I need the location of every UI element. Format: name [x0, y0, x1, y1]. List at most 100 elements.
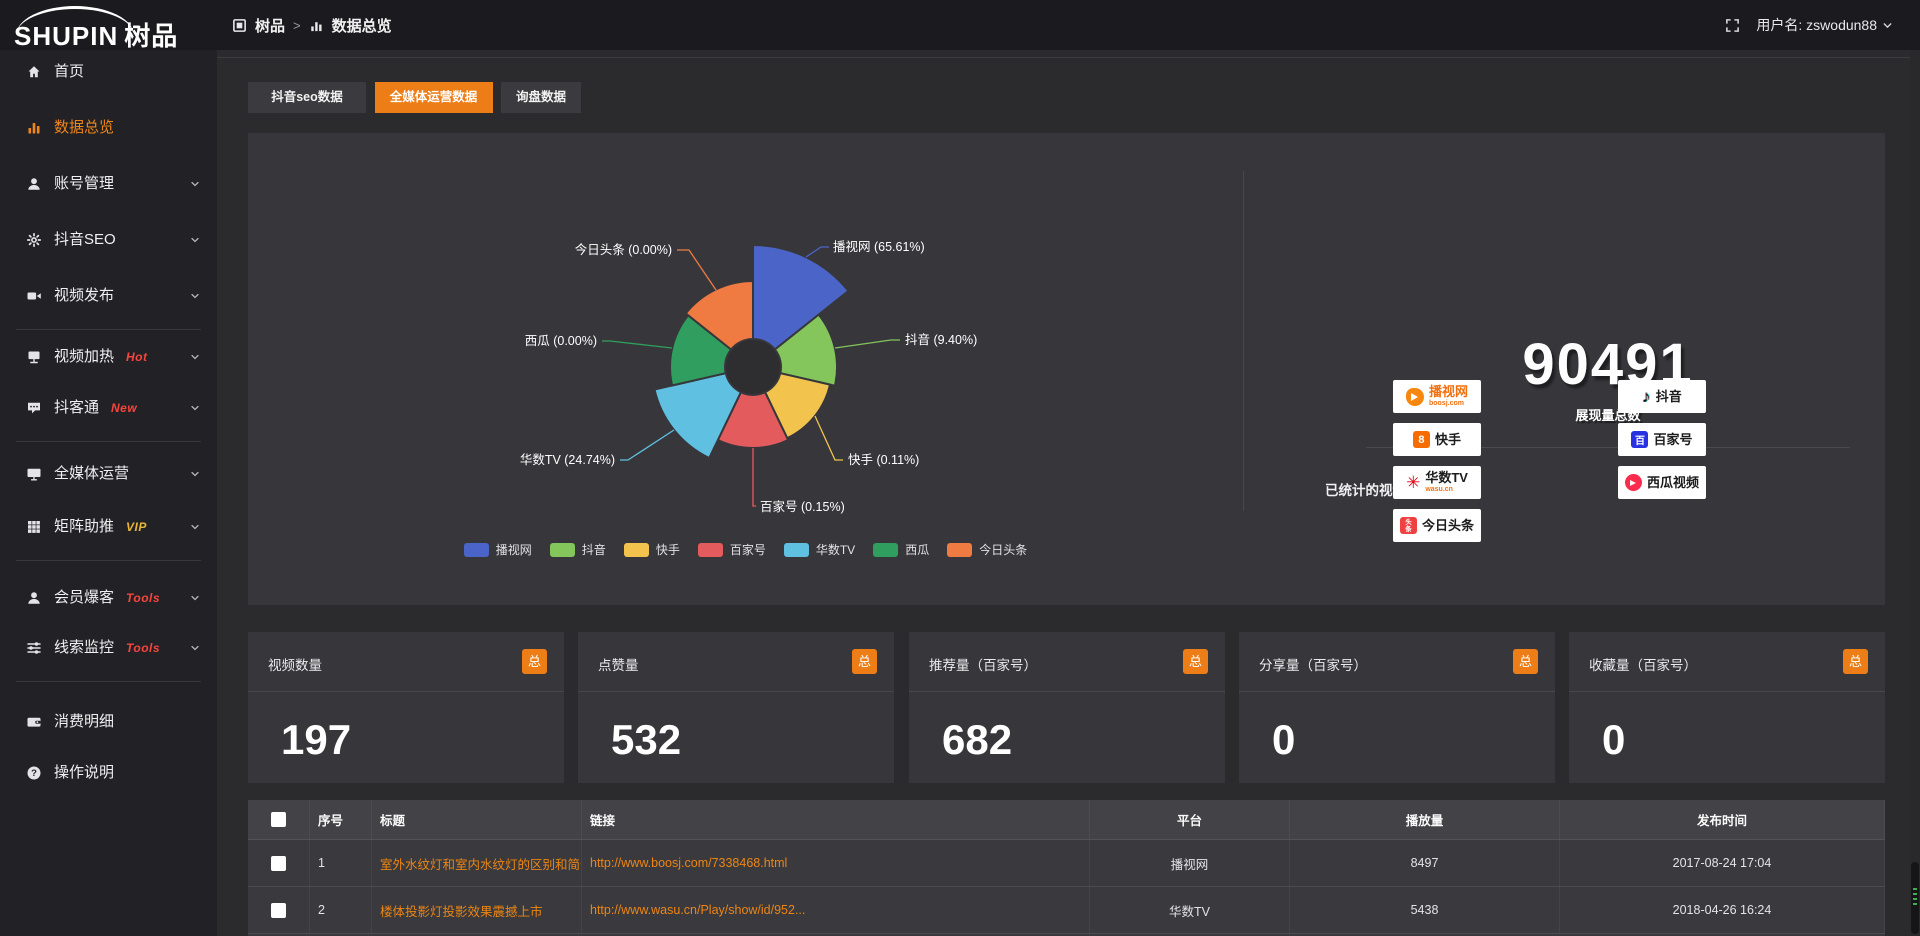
- sidebar-item-operation-guide[interactable]: ? 操作说明: [0, 753, 217, 793]
- stat-card-label: 视频数量: [268, 658, 322, 673]
- legend-item-3[interactable]: 百家号: [697, 541, 766, 558]
- breadcrumb-current-icon: [309, 18, 324, 33]
- page-scrollbar: [1910, 0, 1920, 936]
- sidebar-item-label: 矩阵助推 VIP: [54, 518, 147, 535]
- pie-label-line-0: [805, 246, 829, 258]
- legend-item-4[interactable]: 华数TV: [783, 541, 856, 558]
- legend-label: 抖音: [581, 543, 606, 557]
- douyin-logo-icon: ♪: [1642, 386, 1651, 406]
- legend-label: 播视网: [495, 543, 532, 557]
- logo-text: SHUPIN: [14, 21, 119, 51]
- wallet-icon: [26, 714, 42, 730]
- user-menu[interactable]: 用户名: zswodun88: [1756, 15, 1894, 35]
- pie-slice-0[interactable]: [752, 243, 850, 351]
- legend-item-1[interactable]: 抖音: [549, 541, 606, 558]
- stat-card-4: 收藏量（百家号） 总 0: [1569, 632, 1885, 783]
- sidebar-item-member-baoke[interactable]: 会员爆客 Tools: [0, 578, 217, 618]
- sidebar-item-account-manage[interactable]: 账号管理: [0, 164, 217, 204]
- pie-slice-2[interactable]: [763, 372, 832, 440]
- row-url-link[interactable]: http://www.boosj.com/7338468.html: [590, 856, 788, 870]
- legend-item-6[interactable]: 今日头条: [947, 541, 1027, 558]
- tab-media-operation-data[interactable]: 全媒体运营数据: [374, 82, 493, 113]
- pie-slice-4[interactable]: [653, 372, 743, 460]
- legend-swatch: [873, 542, 899, 557]
- stat-card-header: 分享量（百家号） 总: [1239, 632, 1555, 692]
- scrollbar-marks: [1913, 888, 1917, 906]
- legend-swatch: [549, 542, 575, 557]
- legend-swatch: [623, 542, 649, 557]
- tab-inquiry-data[interactable]: 询盘数据: [501, 82, 581, 113]
- gear-icon: [26, 232, 42, 248]
- row-title-link[interactable]: 室外水纹灯和室内水纹灯的区别和简介: [380, 857, 582, 872]
- stat-card-header: 视频数量 总: [248, 632, 564, 692]
- legend-item-2[interactable]: 快手: [623, 541, 680, 558]
- sidebar-item-video-publish[interactable]: 视频发布: [0, 276, 217, 316]
- rose-pie-chart: 播视网 (65.61%) 抖音 (9.40%) 快手 (0.11%) 百家号 (0.1…: [248, 133, 1243, 605]
- sidebar-divider: [16, 441, 201, 442]
- sidebar-item-douketong[interactable]: 抖客通 New: [0, 388, 217, 428]
- summary-divider-line: [1366, 447, 1850, 448]
- chevron-down-icon: [189, 402, 201, 414]
- platform-badge-douyin: ♪ 抖音: [1618, 380, 1706, 413]
- legend-swatch: [697, 542, 723, 557]
- sidebar-item-matrix-boost[interactable]: 矩阵助推 VIP: [0, 507, 217, 547]
- sidebar-item-label: 视频发布: [54, 287, 115, 304]
- row-time: 2017-08-24 17:04: [1560, 840, 1885, 886]
- sidebar-item-home[interactable]: 首页: [0, 52, 217, 92]
- stat-card-header: 收藏量（百家号） 总: [1569, 632, 1885, 692]
- sidebar-item-video-heat[interactable]: 视频加热 Hot: [0, 337, 217, 377]
- bar-chart-icon: [26, 120, 42, 136]
- sidebar-nav: 首页数据总览账号管理抖音SEO 视频发布视频加热 Hot 抖客通 New 全媒体运营矩阵助…: [0, 50, 217, 936]
- row-views: 5438: [1290, 887, 1560, 933]
- sidebar-item-media-operation[interactable]: 全媒体运营: [0, 454, 217, 494]
- sidebar-item-data-overview[interactable]: 数据总览: [0, 108, 217, 148]
- legend-item-0[interactable]: 播视网: [463, 541, 532, 558]
- row-title-link[interactable]: 楼体投影灯投影效果震撼上市: [380, 904, 543, 919]
- row-url-link[interactable]: http://www.wasu.cn/Play/show/id/952...: [590, 903, 806, 917]
- question-icon: ?: [26, 765, 42, 781]
- breadcrumb-root[interactable]: 树品: [255, 18, 286, 35]
- table-header-2: 链接: [582, 800, 1090, 839]
- home-icon: [26, 64, 42, 80]
- row-checkbox[interactable]: [271, 855, 286, 871]
- sidebar-item-label: 数据总览: [54, 119, 115, 136]
- pie-slice-1[interactable]: [773, 313, 838, 387]
- legend-label: 快手: [655, 543, 680, 557]
- sidebar-item-label: 线索监控 Tools: [54, 639, 161, 656]
- chevron-down-icon: [189, 468, 201, 480]
- pie-label-line-4: [620, 429, 675, 461]
- chevron-down-icon: [189, 521, 201, 533]
- legend-swatch: [463, 542, 489, 557]
- sliders-icon: [26, 640, 42, 656]
- legend-label: 华数TV: [815, 543, 856, 557]
- sidebar-item-expense-detail[interactable]: 消费明细: [0, 702, 217, 742]
- stat-card-1: 点赞量 总 532: [578, 632, 894, 783]
- sidebar-item-label: 账号管理: [54, 175, 115, 192]
- sidebar-item-douyin-seo[interactable]: 抖音SEO: [0, 220, 217, 260]
- fullscreen-icon[interactable]: [1725, 18, 1740, 33]
- username-text: 用户名: zswodun88: [1756, 17, 1877, 33]
- table-header-4: 播放量: [1290, 800, 1560, 839]
- stat-card-2: 推荐量（百家号） 总 682: [909, 632, 1225, 783]
- row-views: 8497: [1290, 840, 1560, 886]
- select-all-checkbox[interactable]: [271, 812, 286, 827]
- platform-badge-kuaishou: 8 快手: [1393, 423, 1481, 456]
- legend-item-5[interactable]: 西瓜: [873, 541, 929, 558]
- sidebar-item-badge: VIP: [126, 520, 147, 534]
- scrollbar-thumb[interactable]: [1911, 862, 1919, 934]
- panel-vertical-divider: [1243, 171, 1244, 511]
- baijia-logo-icon: 百: [1631, 431, 1649, 448]
- tab-douyin-seo-data[interactable]: 抖音seo数据: [248, 82, 366, 113]
- row-checkbox[interactable]: [271, 902, 286, 918]
- breadcrumb-current[interactable]: 数据总览: [331, 18, 392, 35]
- grid-icon: [26, 519, 42, 535]
- topbar-right-group: 用户名: zswodun88: [1725, 15, 1894, 35]
- heat-icon: [26, 349, 42, 365]
- pie-slice-6[interactable]: [684, 279, 754, 351]
- chevron-down-icon: [189, 592, 201, 604]
- pie-slice-5[interactable]: [669, 313, 733, 387]
- stat-card-label: 收藏量（百家号）: [1589, 658, 1697, 673]
- pie-slice-3[interactable]: [716, 390, 790, 449]
- sidebar-divider: [16, 560, 201, 561]
- sidebar-item-lead-monitor[interactable]: 线索监控 Tools: [0, 628, 217, 668]
